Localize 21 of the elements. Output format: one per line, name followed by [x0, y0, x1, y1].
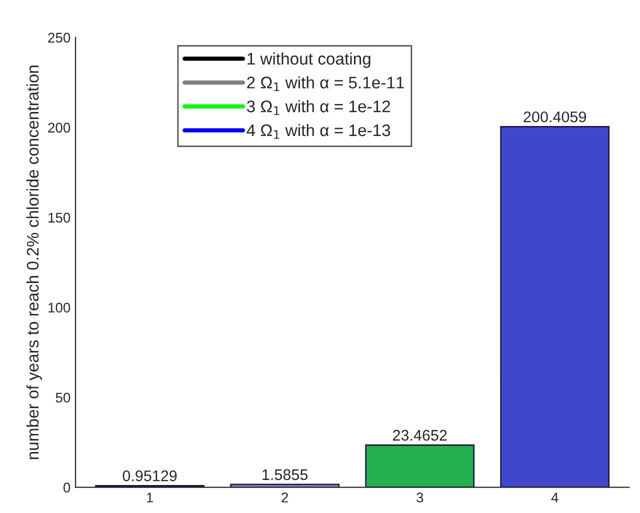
- y-tick-label: 150: [48, 212, 70, 223]
- y-tick-label: 200: [48, 122, 70, 133]
- bar: [500, 126, 610, 488]
- data-label: 23.4652: [392, 430, 447, 441]
- legend-label: 4 Ω$_{1}$ with α = 1e-13: [246, 124, 390, 139]
- x-tick-label: 4: [551, 492, 558, 502]
- legend-label: 1 without coating: [248, 52, 370, 68]
- x-tick-label: 1: [146, 492, 153, 502]
- data-label: 0.95129: [122, 470, 177, 482]
- x-tick-label: 3: [416, 492, 424, 502]
- y-axis-title: number of years to reach 0.2% chloride concentration: [26, 66, 42, 460]
- y-tick-label: 100: [48, 302, 70, 313]
- data-label: 200.4059: [524, 111, 586, 122]
- y-tick-label: 0: [63, 482, 70, 493]
- legend-label: 2 Ω$_{1}$ with α = 5.1e-11: [247, 76, 404, 92]
- y-tick-label: 250: [48, 32, 70, 43]
- legend-label: 3 Ω$_{1}$ with α = 1e-12: [246, 100, 390, 115]
- bar: [365, 444, 475, 488]
- x-tick-label: 2: [282, 492, 288, 502]
- y-tick-label: 50: [56, 392, 70, 403]
- data-label: 1.5855: [262, 469, 308, 480]
